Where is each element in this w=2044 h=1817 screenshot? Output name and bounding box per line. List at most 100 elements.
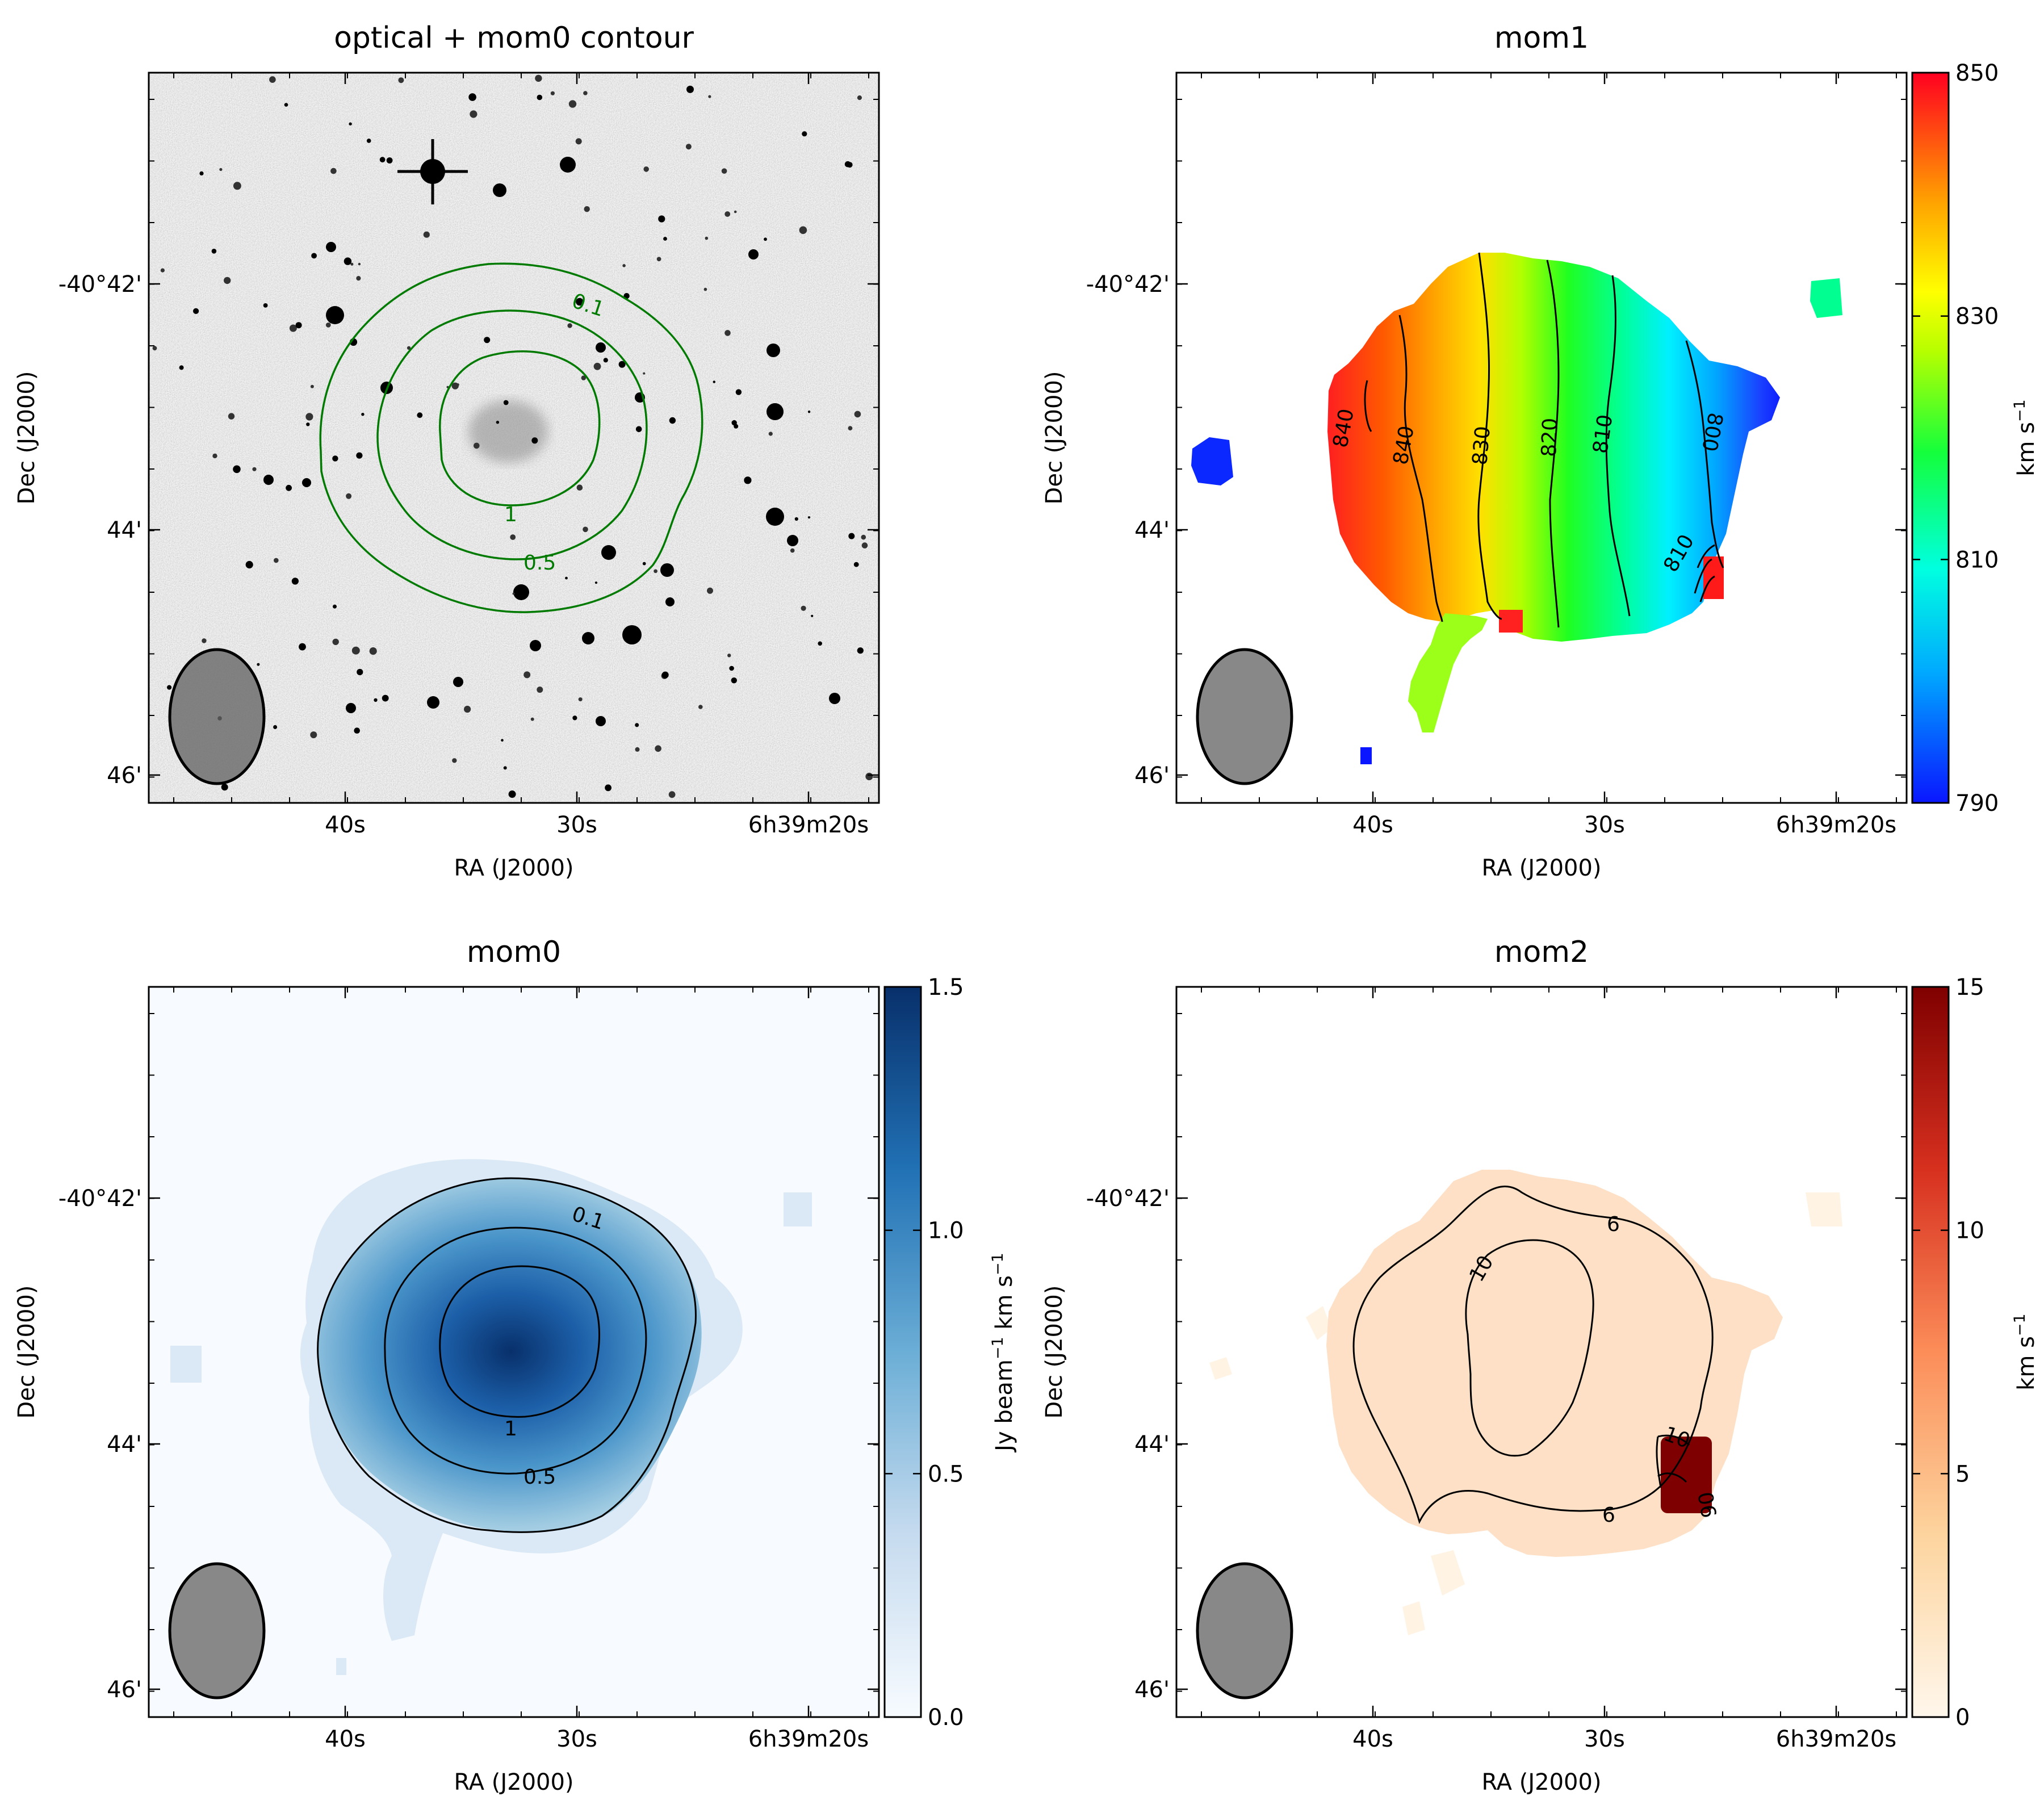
star: [861, 542, 868, 549]
star: [330, 168, 337, 174]
star: [818, 641, 822, 646]
star: [286, 484, 292, 491]
ylabel: Dec (J2000): [1041, 1286, 1067, 1419]
star: [622, 625, 642, 644]
star: [513, 584, 529, 600]
patch-east: [1810, 278, 1842, 318]
star: [848, 426, 853, 430]
colorbar-tick-label: 0.0: [928, 1705, 964, 1731]
star: [668, 791, 676, 798]
star: [811, 614, 814, 617]
star: [326, 242, 336, 252]
star: [273, 725, 278, 729]
star: [724, 211, 731, 217]
star: [635, 426, 642, 433]
star: [767, 344, 780, 357]
star: [853, 562, 859, 567]
colorbar-label: km s−1: [2011, 399, 2039, 476]
star: [310, 384, 314, 388]
star: [635, 723, 639, 727]
star: [635, 747, 640, 752]
panel-optical-mom0-contour: optical + mom0 contour 0.1 1 0.5: [14, 21, 880, 881]
star: [263, 475, 274, 485]
star: [193, 308, 199, 315]
star: [299, 643, 306, 651]
y-tick-label: 46': [1134, 763, 1170, 789]
panel-title: mom2: [1494, 935, 1589, 969]
star: [344, 257, 352, 265]
star: [575, 138, 582, 145]
star: [685, 144, 692, 150]
star: [291, 577, 299, 585]
star: [211, 249, 217, 254]
star: [807, 411, 811, 413]
panel-title: mom0: [467, 935, 561, 969]
star: [160, 268, 165, 273]
contour-0.1: [319, 262, 703, 613]
colorbar: [883, 986, 922, 1718]
star: [470, 110, 478, 118]
star: [346, 493, 352, 499]
y-tick-label: 44': [107, 517, 142, 543]
star: [257, 663, 260, 666]
x-tick-label: 30s: [1584, 812, 1625, 838]
star: [596, 342, 606, 353]
star: [496, 421, 500, 424]
star: [660, 563, 674, 577]
star: [642, 562, 646, 566]
star: [656, 257, 661, 262]
star: [350, 262, 354, 266]
bright-star: [397, 139, 468, 204]
star: [643, 372, 646, 375]
star: [829, 693, 840, 704]
star: [581, 375, 586, 380]
colorbar-tick-label: 15: [1955, 974, 1984, 1000]
star: [245, 560, 253, 569]
star: [233, 182, 241, 190]
star: [698, 705, 703, 709]
star: [474, 442, 480, 449]
star: [787, 535, 798, 546]
x-tick-label: 30s: [556, 812, 597, 838]
colorbar-tick-label: 0.5: [928, 1461, 964, 1487]
star: [369, 647, 377, 655]
star: [503, 766, 507, 770]
panel-mom2: mom2 6 10 10 6 06 40s 30s 6h39: [1041, 935, 2039, 1795]
star: [269, 76, 276, 83]
star: [576, 298, 584, 306]
isovelocity-contours: [1364, 252, 1724, 628]
xlabel: RA (J2000): [1481, 855, 1601, 881]
star: [503, 400, 509, 405]
star: [179, 365, 184, 370]
contour-label-0.5: 0.5: [523, 1466, 556, 1489]
star: [654, 569, 657, 573]
x-tick-label: 6h39m20s: [1776, 1726, 1896, 1752]
star: [661, 671, 669, 679]
star: [663, 237, 667, 241]
beam-ellipse: [1196, 1562, 1293, 1699]
colorbar: [1911, 986, 1950, 1718]
star: [464, 705, 471, 713]
contour-label-0.5: 0.5: [523, 551, 556, 575]
star: [366, 139, 371, 143]
star: [351, 646, 360, 655]
star: [603, 358, 608, 363]
x-tick-label: 6h39m20s: [748, 812, 869, 838]
star: [537, 686, 543, 693]
star: [212, 453, 217, 459]
star: [568, 100, 577, 108]
star: [665, 597, 675, 606]
star: [767, 403, 784, 420]
star: [531, 437, 538, 444]
star: [622, 264, 626, 267]
patch-west: [1191, 437, 1233, 485]
plot-frame: [148, 986, 880, 1718]
star: [705, 236, 709, 240]
star: [510, 534, 516, 540]
star: [358, 262, 361, 266]
star: [713, 380, 716, 383]
star: [417, 412, 423, 418]
star: [582, 632, 594, 644]
star: [799, 226, 807, 235]
star: [202, 638, 207, 643]
